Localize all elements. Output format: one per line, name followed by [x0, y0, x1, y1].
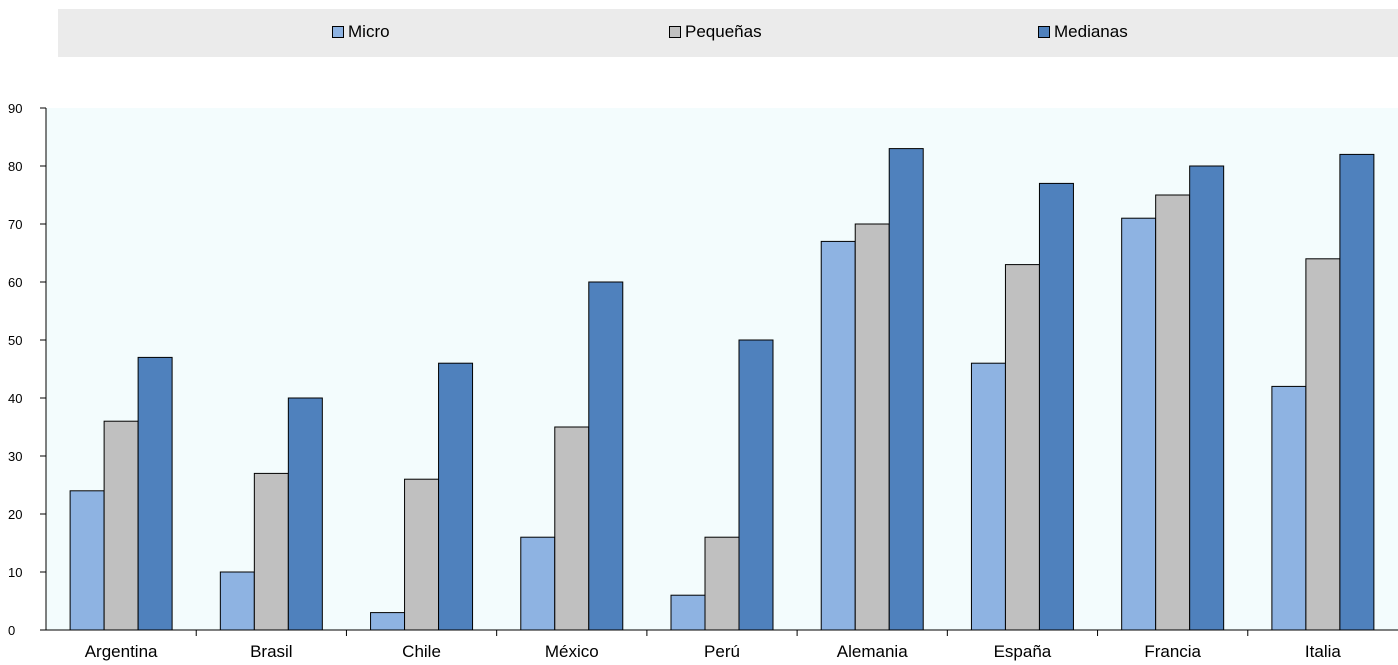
bar-micro-6 — [970, 362, 1006, 631]
legend-label-pequenas: Pequeñas — [685, 22, 762, 41]
legend-item-micro: Micro — [332, 22, 390, 42]
legend-item-pequenas: Pequeñas — [669, 22, 762, 42]
bar-medianas-2 — [438, 362, 474, 631]
x-tick-label: Alemania — [837, 642, 908, 661]
bar-micro-5 — [820, 240, 856, 631]
y-tick-label: 10 — [8, 565, 22, 580]
y-tick-label: 0 — [8, 623, 15, 638]
bar-micro-8 — [1271, 385, 1307, 631]
bar-medianas-5 — [888, 148, 924, 631]
bar-medianas-0 — [137, 356, 173, 631]
x-tick-label: España — [994, 642, 1052, 661]
bar-medianas-4 — [738, 339, 774, 631]
y-tick-label: 30 — [8, 449, 22, 464]
legend-label-micro: Micro — [348, 22, 390, 41]
y-tick-label: 70 — [8, 217, 22, 232]
bar-medianas-8 — [1339, 153, 1375, 631]
bar-micro-4 — [670, 594, 706, 631]
bar-pequeñas-6 — [1004, 264, 1040, 631]
x-tick-label: Italia — [1305, 642, 1341, 661]
bar-pequeñas-8 — [1305, 258, 1341, 631]
bar-medianas-7 — [1189, 165, 1225, 631]
y-tick-label: 90 — [8, 101, 22, 116]
legend-item-medianas: Medianas — [1038, 22, 1128, 42]
bar-micro-1 — [219, 571, 255, 631]
y-tick-label: 80 — [8, 159, 22, 174]
x-tick-label: Chile — [402, 642, 441, 661]
bar-medianas-3 — [588, 281, 624, 631]
bar-pequeñas-5 — [854, 223, 890, 631]
x-tick-label: México — [545, 642, 599, 661]
legend-swatch-pequenas — [669, 26, 681, 38]
bar-pequeñas-4 — [704, 536, 740, 631]
bar-pequeñas-3 — [554, 426, 590, 631]
bar-pequeñas-0 — [103, 420, 139, 631]
bar-micro-7 — [1121, 217, 1157, 631]
x-tick-label: Francia — [1144, 642, 1201, 661]
y-tick-label: 60 — [8, 275, 22, 290]
y-tick-label: 40 — [8, 391, 22, 406]
bar-micro-0 — [69, 490, 105, 631]
bar-pequeñas-7 — [1155, 194, 1191, 631]
bar-medianas-1 — [287, 397, 323, 631]
x-tick-label: Argentina — [85, 642, 158, 661]
legend-swatch-medianas — [1038, 26, 1050, 38]
bar-medianas-6 — [1038, 182, 1074, 631]
bar-micro-2 — [370, 612, 406, 631]
x-tick-label: Brasil — [250, 642, 293, 661]
bar-pequeñas-2 — [404, 478, 440, 631]
bar-micro-3 — [520, 536, 556, 631]
y-tick-label: 20 — [8, 507, 22, 522]
y-tick-label: 50 — [8, 333, 22, 348]
legend-swatch-micro — [332, 26, 344, 38]
legend-label-medianas: Medianas — [1054, 22, 1128, 41]
x-tick-label: Perú — [704, 642, 740, 661]
chart-legend: Micro Pequeñas Medianas — [58, 9, 1398, 57]
bar-pequeñas-1 — [253, 472, 289, 631]
